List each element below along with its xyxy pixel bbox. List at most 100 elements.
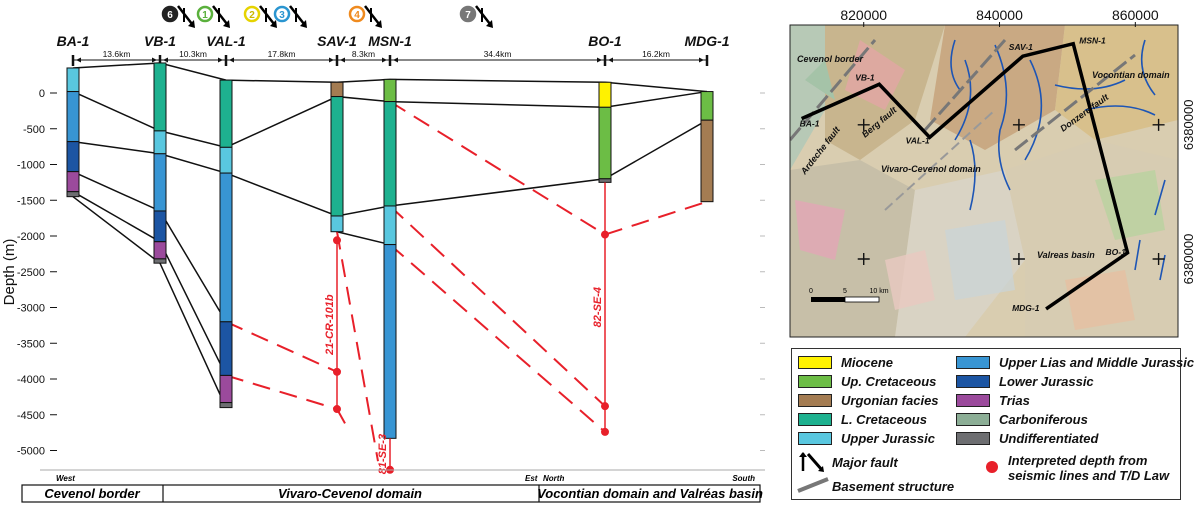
depth-tick-label: 0 (39, 88, 45, 100)
legend-swatch (956, 374, 990, 388)
legend-swatch (956, 431, 990, 445)
well-unit-undifferentiated (598, 178, 612, 183)
domain-vocontian: Vocontian domain and Valréas basin (537, 486, 763, 501)
fault-circle (243, 5, 261, 23)
distance-arrow (608, 57, 613, 63)
grid-cross (1152, 253, 1165, 265)
legend-item-up-cretaceous: Up. Cretaceous (798, 373, 937, 389)
well-unit-urgonian (700, 119, 714, 203)
well-unit-trias (219, 374, 233, 404)
well-unit-trias (66, 171, 80, 193)
well-name-sav-1: SAV-1 (317, 33, 357, 49)
section-trace (800, 41, 1130, 311)
legend-label: Undifferentiated (999, 430, 1099, 446)
depth-tick-label: -2000 (17, 231, 45, 243)
fault-arrow-head (188, 20, 195, 28)
map-axes: 820000 840000 860000 6380000 6380000 (840, 7, 1196, 284)
legend: Miocene Up. Cretaceous Urgonian facies L. C… (791, 348, 1194, 500)
fault-circle (348, 5, 366, 23)
fault-arrow-head (300, 20, 307, 28)
legend-label: Urgonian facies (841, 392, 939, 408)
well-unit-upper_jurassic (66, 67, 80, 93)
scale-10km: 10 km (869, 288, 888, 295)
well-unit-miocene (598, 81, 612, 108)
seismic-lines: 21-CR-101b 82-SE-4 81-SE-3 (324, 182, 609, 474)
interpreted-depth-point (333, 367, 341, 376)
depth-tick-label: -3500 (17, 338, 45, 350)
map-y-tick: 6380000 (1181, 100, 1196, 151)
legend-item-urgonian-facies: Urgonian facies (798, 392, 939, 408)
major-fault-icon (799, 452, 824, 472)
map-label-valreas: Valreas basin (1037, 250, 1095, 260)
well-ba-1 (66, 67, 80, 198)
depth-tick-label: -3000 (17, 303, 45, 315)
well-unit-undifferentiated (219, 402, 233, 409)
label-est: Est (525, 474, 538, 483)
well-unit-l_cretaceous (383, 101, 397, 207)
legend-item-miocene: Miocene (798, 354, 894, 370)
map-x-tick: 840000 (976, 7, 1023, 23)
well-unit-upper_jurassic (219, 146, 233, 174)
well-unit-upper_lias_middle_jurassic (383, 244, 397, 439)
fault-marker-2: 2 (243, 5, 277, 28)
legend-label: Miocene (841, 354, 894, 370)
scale-0: 0 (809, 288, 813, 295)
fault-number: 7 (465, 10, 471, 21)
well-unit-upper_jurassic (383, 205, 397, 246)
map-well-sav-1: SAV-1 (1009, 42, 1033, 52)
map-well-mdg-1: MDG-1 (1012, 303, 1040, 313)
fault-arrow-head (223, 20, 230, 28)
scale-bar: 0 5 10 km (809, 288, 889, 303)
depth-tick-label: -5000 (17, 446, 45, 458)
distance-arrow (218, 57, 223, 63)
well-unit-lower_jurassic (153, 210, 167, 243)
label-west: West (56, 474, 75, 483)
distance-label: 10.3km (179, 49, 207, 59)
legend-swatch (956, 393, 990, 407)
well-mdg-1 (700, 91, 714, 203)
legend-label: Upper Jurassic (841, 430, 935, 446)
well-name-bo-1: BO-1 (588, 33, 622, 49)
depth-axis-label: Depth (m) (1, 239, 18, 306)
map-label-vocontian: Vocontian domain (1092, 70, 1170, 80)
well-name-ba-1: BA-1 (57, 33, 90, 49)
horizon-line (72, 196, 227, 408)
legend-item-upper-lias-and-middle-jurassic: Upper Lias and Middle Jurassic (956, 355, 1194, 370)
map-x-tick: 860000 (1112, 7, 1159, 23)
well-unit-lower_jurassic (66, 141, 80, 173)
legend-item-carboniferous: Carboniferous (956, 412, 1088, 427)
seismic-line-label: 82-SE-4 (592, 287, 604, 327)
domain-vivaro-cevenol: Vivaro-Cevenol domain (278, 486, 422, 501)
grid-cross (1152, 118, 1165, 131)
location-map: 820000 840000 860000 6380000 6380000 BA-1 VB-… (789, 7, 1196, 338)
map-label-cevenol-border: Cevenol border (797, 54, 864, 64)
depth-tick-label: -4500 (17, 410, 45, 422)
distance-label: 17.8km (268, 49, 296, 59)
wells (66, 62, 714, 439)
well-unit-upper_lias_middle_jurassic (66, 91, 80, 143)
legend-label: L. Cretaceous (841, 411, 927, 427)
legend-item-lower-jurassic: Lower Jurassic (956, 374, 1094, 389)
map-x-tick: 820000 (840, 7, 887, 23)
well-unit-upper_jurassic (330, 215, 344, 233)
legend-item-upper-jurassic: Upper Jurassic (798, 430, 935, 446)
fault-number: 4 (354, 10, 360, 21)
distance-arrow (597, 57, 602, 63)
map-well-vb-1: VB-1 (855, 72, 875, 82)
legend-swatch (956, 412, 990, 426)
seismic-line-label: 81-SE-3 (377, 434, 389, 474)
distance-label: 13.6km (103, 49, 131, 59)
seismic-line-label: 21-CR-101b (324, 294, 336, 356)
domain-cevenol-border: Cevenol border (44, 486, 140, 501)
well-vb-1 (153, 62, 167, 264)
seismic-21-cr-101b: 21-CR-101b (324, 236, 341, 414)
depth-tick-label: -4000 (17, 374, 45, 386)
distance-label: 8.3km (352, 49, 375, 59)
fault-arrow-head (270, 20, 277, 28)
legend-label: Up. Cretaceous (841, 373, 937, 389)
fault-marker-7: 7 (459, 5, 493, 28)
legend-swatch (956, 355, 990, 369)
legend-item-undifferentiated: Undifferentiated (956, 430, 1099, 446)
basement-structure-icon (797, 477, 829, 493)
fault-number: 6 (167, 10, 173, 21)
